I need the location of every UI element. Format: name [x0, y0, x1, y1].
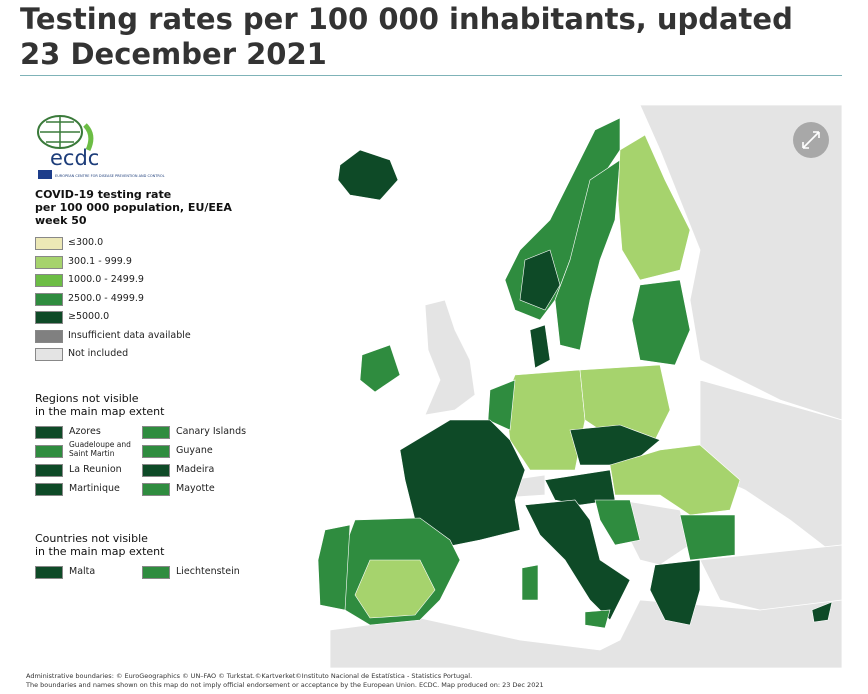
page-title: Testing rates per 100 000 inhabitants, u…: [20, 2, 793, 71]
region-swatch: [142, 464, 170, 477]
ecdc-logo: ecdc EUROPEAN CENTRE FOR DISEASE PREVENT…: [37, 115, 165, 179]
legend-swatch: [35, 348, 63, 361]
region-swatch: [35, 464, 63, 477]
region-label: Madeira: [176, 464, 215, 475]
country-swatch: [142, 566, 170, 579]
region-swatch: [142, 483, 170, 496]
regions-title: in the main map extent: [35, 405, 165, 418]
legend-label: ≥5000.0: [68, 311, 110, 322]
countries-title: Countries not visible: [35, 532, 148, 545]
not-included-land: [329, 104, 843, 669]
region-swatch: [142, 426, 170, 439]
region-label: Canary Islands: [176, 426, 247, 437]
region-swatch: [142, 445, 170, 458]
legend-title: COVID-19 testing rate: [35, 188, 172, 201]
footer-line: Administrative boundaries: © EuroGeograp…: [26, 672, 473, 680]
legend-title: per 100 000 population, EU/EEA: [35, 201, 232, 214]
legend-title: week 50: [35, 214, 87, 227]
legend-swatch: [35, 311, 63, 324]
footer: Administrative boundaries: © EuroGeograp…: [26, 672, 544, 690]
legend-swatch: [35, 274, 63, 287]
legend-swatch: [35, 329, 63, 343]
map: ecdc EUROPEAN CENTRE FOR DISEASE PREVENT…: [37, 104, 843, 669]
logo-subtitle: EUROPEAN CENTRE FOR DISEASE PREVENTION A…: [55, 174, 165, 178]
region-label: Guyane: [176, 445, 213, 456]
country-swatch: [35, 566, 63, 579]
region-swatch: [35, 445, 63, 458]
legend-label: 1000.0 - 2499.9: [68, 274, 144, 285]
region-label: Guadeloupe and Saint Martin: [69, 440, 131, 458]
legend-label: 2500.0 - 4999.9: [68, 292, 144, 304]
expand-icon: [802, 131, 820, 149]
legend-label: Not included: [68, 348, 129, 359]
legend-label: ≤300.0: [68, 237, 104, 248]
region-swatch: [35, 483, 63, 496]
legend-swatch: [35, 292, 63, 306]
region-label: Mayotte: [176, 483, 215, 494]
legend-label: 300.1 - 999.9: [68, 255, 132, 267]
regions-title: Regions not visible: [35, 392, 139, 405]
countries: [317, 117, 833, 629]
region-label: Azores: [69, 426, 101, 437]
region-label: Martinique: [69, 483, 120, 494]
footer-line: The boundaries and names shown on this m…: [26, 681, 544, 689]
legend-swatch: [35, 237, 63, 250]
region-swatch: [35, 426, 63, 439]
country-label: Malta: [69, 566, 96, 577]
countries-title: in the main map extent: [35, 545, 165, 558]
logo-text: ecdc: [50, 146, 99, 170]
legend-swatch: [35, 255, 63, 269]
divider: [20, 75, 842, 76]
region-label: La Reunion: [69, 464, 122, 475]
country-label: Liechtenstein: [176, 566, 240, 577]
legend-label: Insufficient data available: [68, 329, 191, 341]
